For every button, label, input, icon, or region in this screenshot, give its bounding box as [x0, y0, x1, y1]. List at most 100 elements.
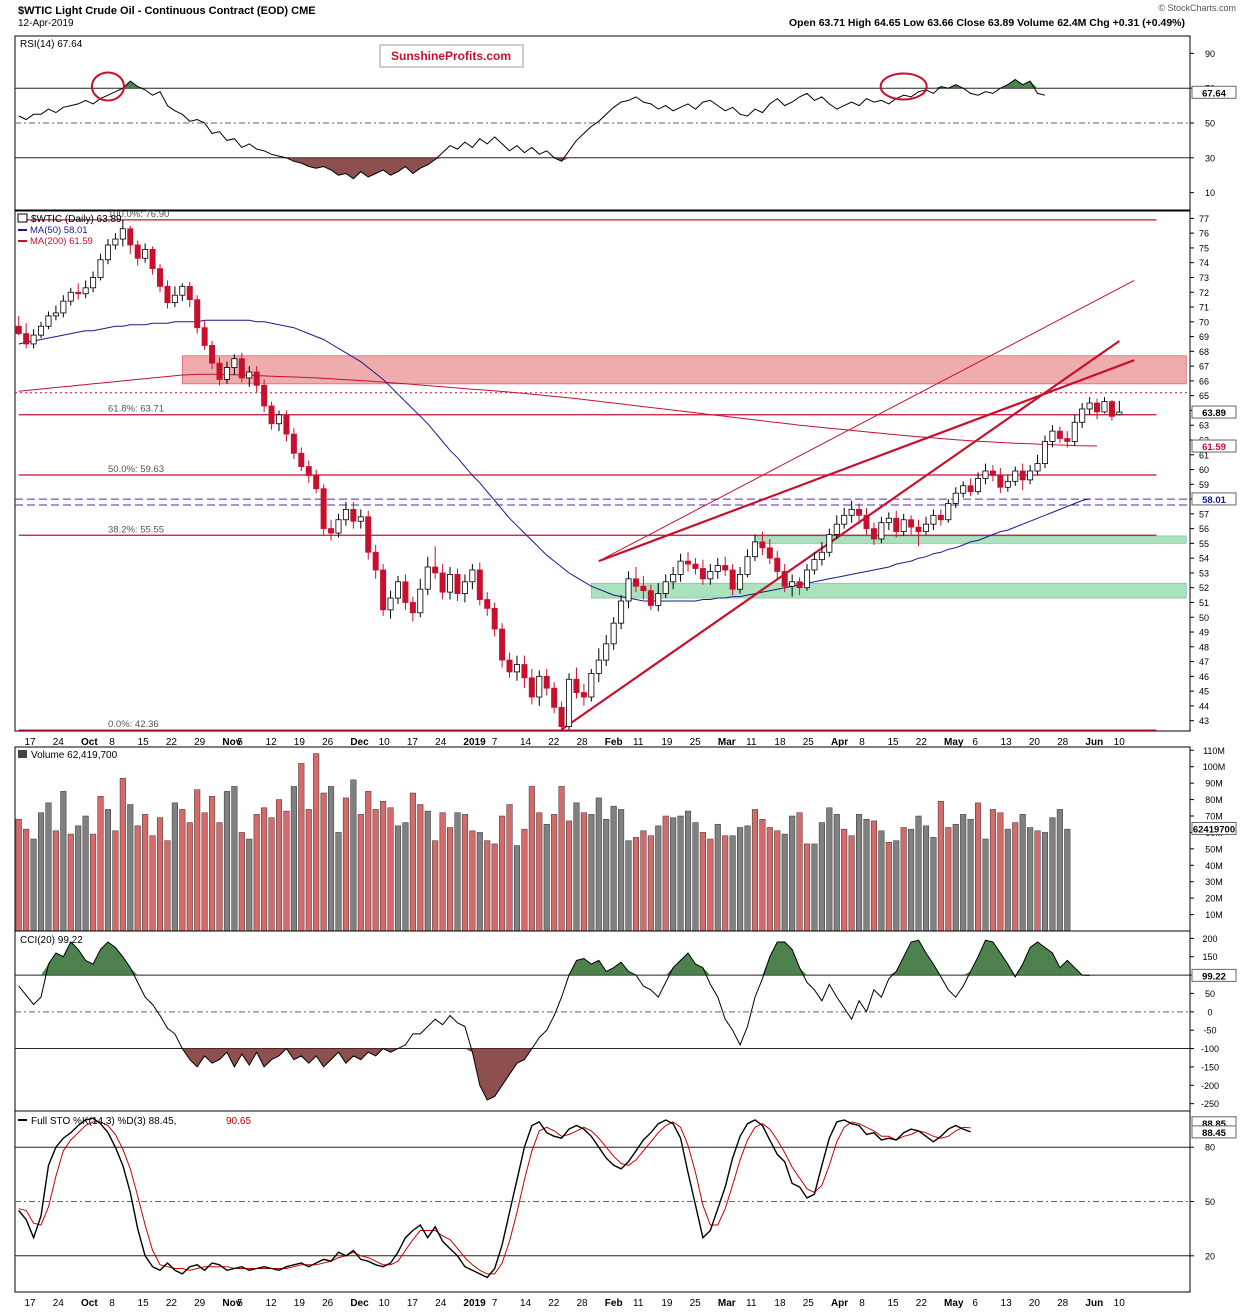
volume-bar — [409, 792, 416, 932]
price-axis-date-label: 10 — [1114, 737, 1126, 748]
volume-bar — [238, 832, 245, 932]
volume-bar — [878, 830, 885, 932]
ma200-last-value: 61.59 — [1202, 442, 1226, 453]
legend-ma200: MA(200) 61.59 — [30, 236, 93, 247]
candle-body — [149, 249, 156, 270]
stochastic-axis-date-label: Jun — [1085, 1298, 1103, 1309]
candle-body — [573, 678, 580, 693]
stochastic-axis-date-label: 5 — [237, 1298, 243, 1309]
volume-bar — [722, 835, 729, 932]
candle-body — [781, 571, 788, 587]
stochastic-axis-date-label: 26 — [322, 1298, 334, 1309]
candle-body — [261, 384, 268, 407]
volume-bar — [156, 817, 164, 932]
candle-body — [744, 556, 751, 575]
candle-body — [967, 485, 974, 493]
candle-body — [922, 523, 929, 532]
candle-body — [432, 566, 439, 574]
fib-level-label: 50.0%: 59.63 — [108, 464, 164, 475]
volume-bar — [1004, 828, 1011, 932]
volume-bar — [447, 827, 454, 932]
stochastic-axis-tick-label: 20 — [1205, 1251, 1215, 1261]
stochastic-axis-date-label: Mar — [718, 1298, 736, 1309]
candle-body — [424, 566, 431, 590]
stochastic-axis-date-label: 11 — [746, 1298, 757, 1309]
price-axis-tick-label: 59 — [1199, 480, 1209, 490]
price-axis-date-label: 25 — [690, 737, 702, 748]
candle-body — [112, 238, 119, 246]
volume-bar — [469, 830, 476, 932]
candle-body — [134, 244, 141, 259]
volume-bar — [707, 838, 714, 932]
candle-body — [818, 551, 825, 561]
candle-body — [387, 597, 394, 611]
candle-body — [469, 569, 476, 583]
volume-bar — [1019, 814, 1026, 932]
candle-body — [588, 672, 595, 698]
price-axis-tick-label: 63 — [1199, 421, 1209, 431]
price-axis-date-label: 28 — [577, 737, 589, 748]
candle-body — [506, 659, 513, 673]
stochastic-axis-date-label: 25 — [690, 1298, 702, 1309]
candle-body — [1101, 401, 1108, 413]
candle-body — [714, 565, 721, 572]
candle-body — [447, 574, 454, 593]
price-axis-date-label: 13 — [1001, 737, 1013, 748]
volume-bar — [127, 804, 134, 932]
candle-body — [1027, 470, 1034, 481]
stochastic-axis-date-label: 12 — [266, 1298, 278, 1309]
volume-bar — [313, 753, 320, 932]
brand-label[interactable]: SunshineProfits.com — [391, 49, 511, 63]
stochastic-axis-date-label: 17 — [24, 1298, 36, 1309]
candle-body — [1034, 463, 1041, 472]
price-axis-tick-label: 67 — [1199, 362, 1209, 372]
volume-bar — [1012, 822, 1019, 932]
rsi-axis-tick-label: 30 — [1205, 153, 1215, 163]
price-axis-date-label: 17 — [407, 737, 419, 748]
legend-ma50: MA(50) 58.01 — [30, 225, 88, 236]
volume-bar — [275, 799, 283, 932]
volume-bar — [1056, 809, 1063, 932]
rsi-panel-frame — [14, 35, 1191, 211]
candle-body — [454, 574, 461, 595]
volume-bar — [841, 828, 848, 932]
volume-bar — [298, 763, 305, 932]
volume-legend-icon — [18, 750, 27, 758]
rsi-highlight-circle — [90, 71, 125, 102]
price-axis-date-label: 8 — [859, 737, 865, 748]
candle-body — [372, 551, 379, 571]
volume-bar — [119, 777, 126, 932]
rsi-axis-tick-label: 10 — [1205, 188, 1215, 198]
stochastic-d-line — [18, 1121, 971, 1275]
price-axis-date-label: 19 — [294, 737, 306, 748]
volume-bar — [714, 823, 721, 932]
legend-candle-icon — [17, 213, 28, 223]
candle-body — [246, 371, 253, 379]
stochastic-axis-date-label: Apr — [831, 1298, 848, 1309]
candle-body — [75, 291, 82, 295]
volume-bar — [863, 819, 870, 932]
volume-bar — [23, 828, 30, 932]
candle-body — [90, 277, 97, 289]
price-axis-tick-label: 72 — [1199, 288, 1209, 298]
volume-bar — [543, 823, 550, 932]
stochastic-axis-date-label: 15 — [138, 1298, 150, 1309]
trend-line — [598, 359, 1135, 563]
candle-body — [960, 485, 967, 494]
candle-body — [551, 687, 558, 708]
rsi-last-value-box — [1191, 85, 1237, 99]
candle-body — [945, 503, 952, 521]
volume-bar — [997, 812, 1004, 932]
candle-body — [305, 466, 312, 476]
candle-body — [536, 675, 543, 698]
volume-bar — [342, 797, 349, 932]
volume-panel: 10M20M30M40M50M60M70M80M90M100M110M62419… — [14, 746, 1237, 932]
candle-body — [930, 514, 937, 525]
candle-body — [618, 600, 625, 624]
candle-body — [528, 677, 535, 698]
cci-axis-tick-label: -100 — [1201, 1044, 1219, 1054]
volume-bar — [684, 810, 692, 932]
candle-body — [357, 516, 364, 522]
stochastic-axis-tick-label: 50 — [1205, 1197, 1215, 1207]
price-axis-tick-label: 68 — [1199, 347, 1209, 357]
